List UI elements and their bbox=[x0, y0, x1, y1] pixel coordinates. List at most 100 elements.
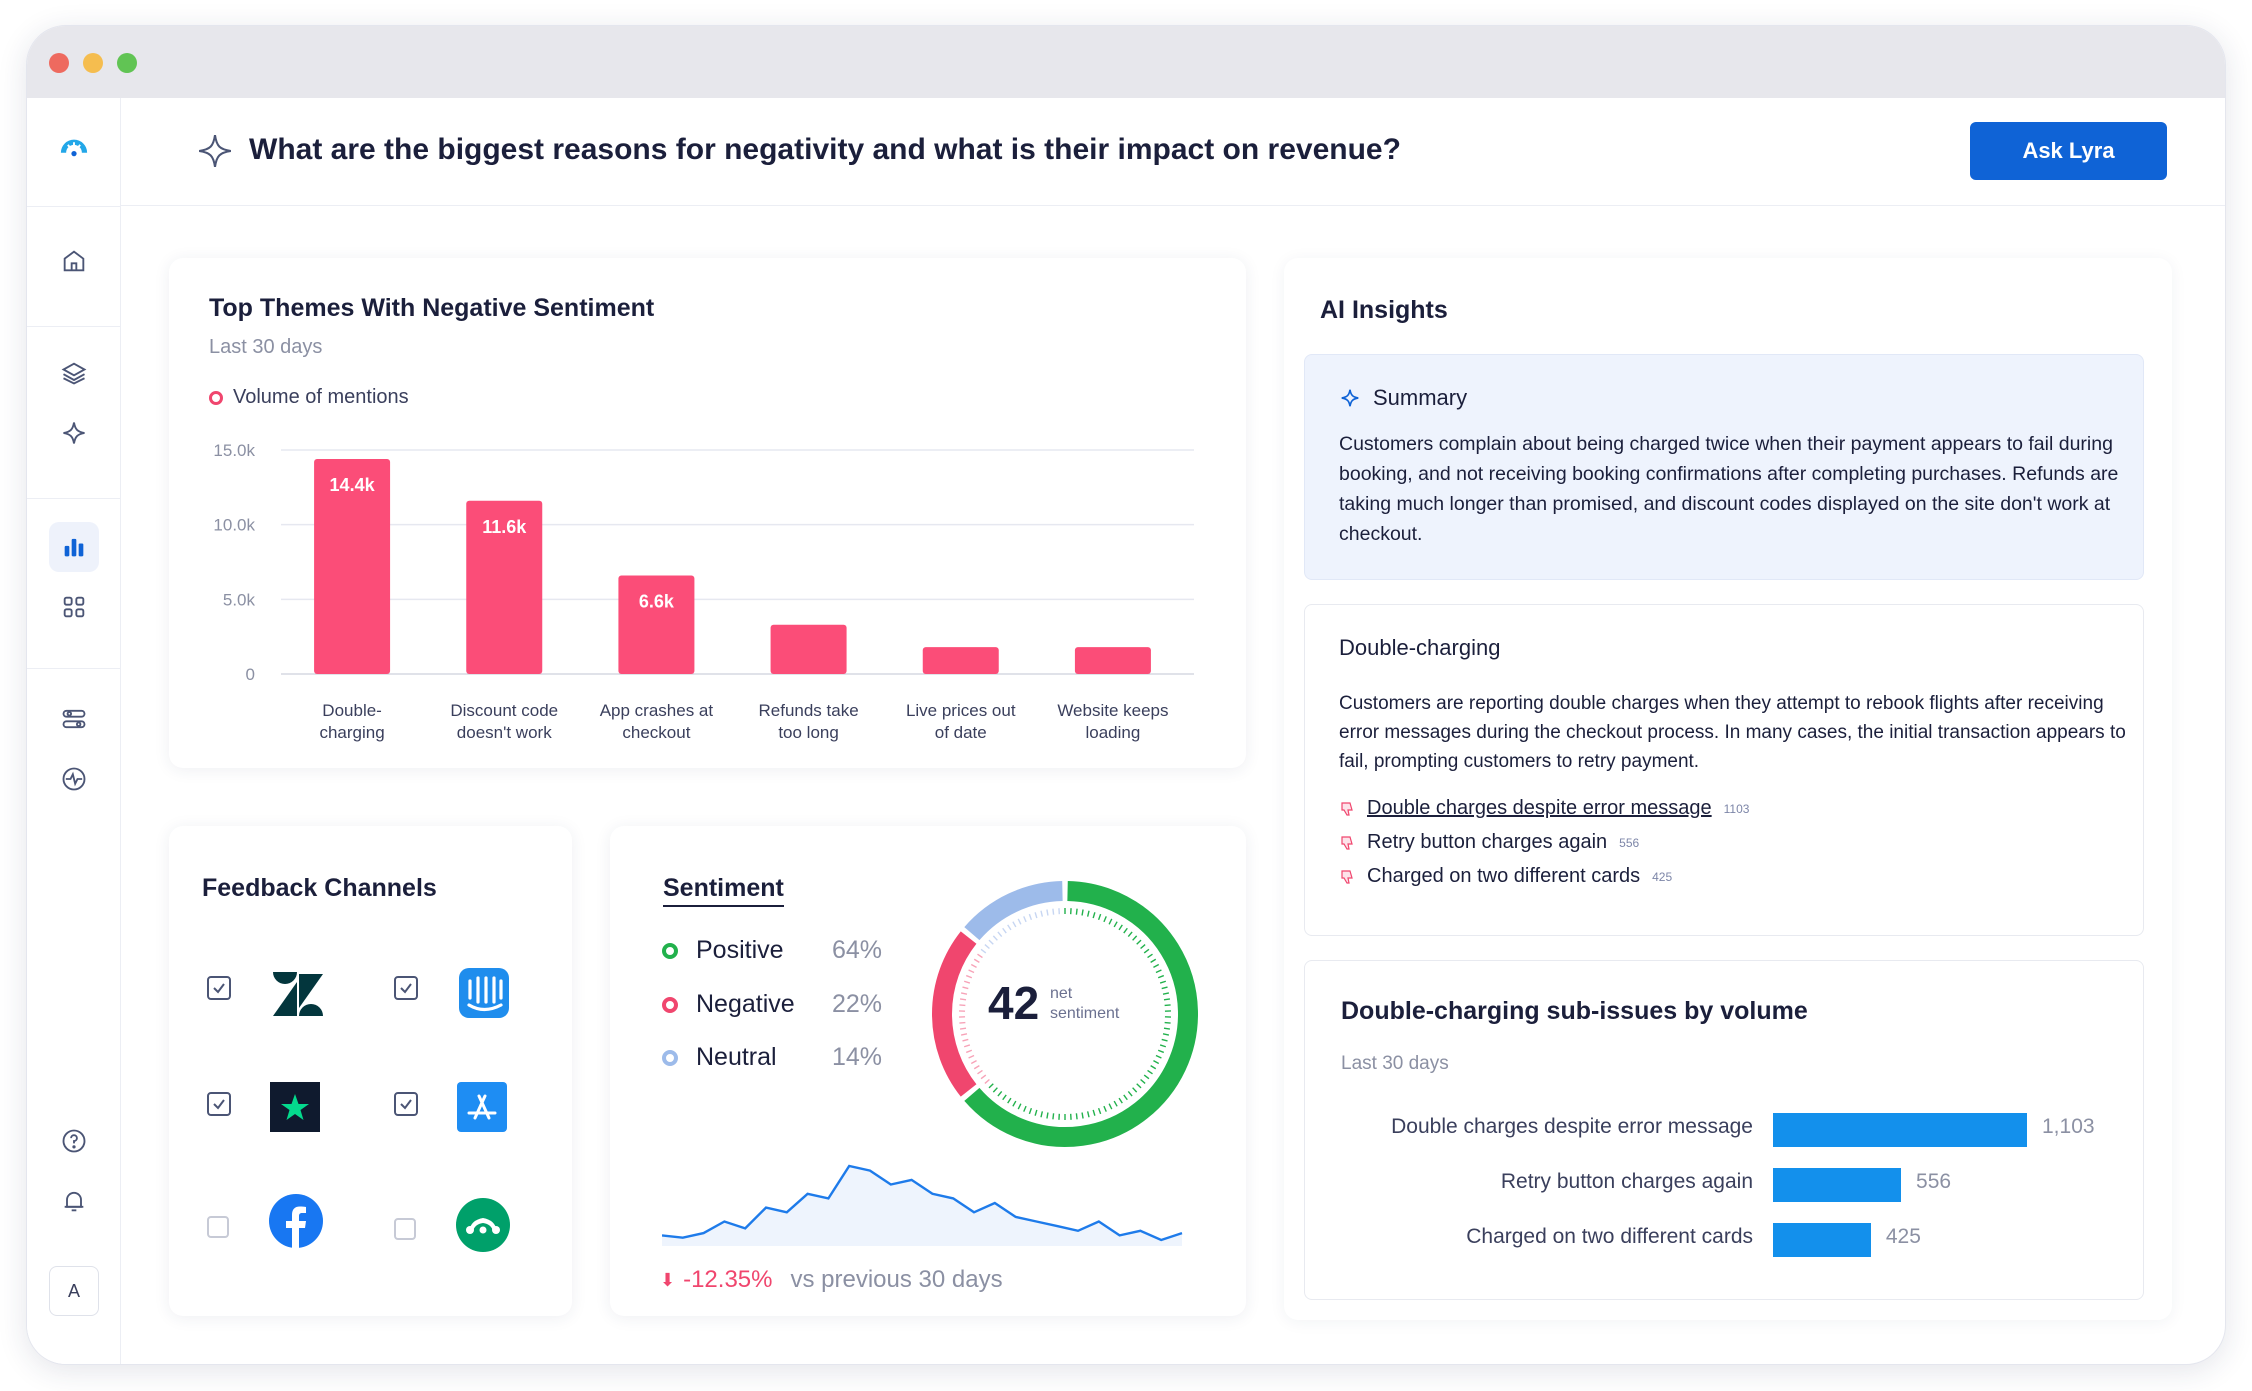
donut-tick bbox=[960, 992, 968, 995]
bar-chart: 0 5.0k 10.0k 15.0k 14.4k Double-charging 11.6k… bbox=[213, 441, 1194, 742]
summary-title: Summary bbox=[1373, 385, 1468, 410]
hbar[interactable] bbox=[1773, 1223, 1871, 1257]
donut-tick bbox=[959, 1004, 966, 1007]
home-icon[interactable] bbox=[49, 236, 99, 286]
sparkle-icon bbox=[199, 135, 231, 167]
sparkle-icon[interactable] bbox=[49, 408, 99, 458]
x-tick-label: checkout bbox=[622, 723, 690, 742]
donut-tick bbox=[1140, 944, 1146, 950]
hbar-value: 425 bbox=[1885, 1225, 1921, 1248]
issue-item[interactable]: Double charges despite error message 110… bbox=[1339, 797, 1749, 820]
filters-icon[interactable] bbox=[49, 694, 99, 744]
donut-tick bbox=[988, 1083, 994, 1089]
zendesk-checkbox[interactable] bbox=[207, 976, 231, 1000]
donut-tick bbox=[968, 969, 975, 974]
donut-tick bbox=[1164, 1021, 1171, 1024]
donut-tick bbox=[1002, 927, 1007, 934]
donut-tick bbox=[1143, 948, 1150, 954]
bar-data-label: 6.6k bbox=[639, 591, 675, 611]
hbar-label: Retry button charges again bbox=[1500, 1170, 1753, 1193]
sentiment-label: Negative bbox=[696, 990, 795, 1018]
donut-tick bbox=[1034, 912, 1038, 919]
analytics-icon[interactable] bbox=[49, 522, 99, 572]
hbar[interactable] bbox=[1773, 1113, 2027, 1147]
donut-tick bbox=[959, 1021, 966, 1024]
donut-tick bbox=[1127, 931, 1133, 938]
donut-tick bbox=[1097, 1107, 1102, 1115]
sidebar: A bbox=[27, 98, 121, 1364]
maximize-window-button[interactable] bbox=[117, 53, 137, 73]
issue-item[interactable]: Charged on two different cards 425 bbox=[1339, 865, 1672, 888]
donut-tick bbox=[1157, 1049, 1165, 1054]
surveymonkey-checkbox[interactable] bbox=[394, 1218, 416, 1240]
donut-tick bbox=[1163, 998, 1171, 1001]
donut-tick bbox=[1046, 909, 1049, 916]
bar[interactable] bbox=[770, 624, 847, 674]
brand-logo-icon[interactable] bbox=[49, 126, 99, 176]
x-tick-label: App crashes at bbox=[600, 701, 714, 720]
donut-tick bbox=[965, 1049, 973, 1054]
issue-item[interactable]: Retry button charges again 556 bbox=[1339, 831, 1639, 854]
donut-tick bbox=[1028, 1107, 1033, 1115]
minimize-window-button[interactable] bbox=[83, 53, 103, 73]
x-tick-label: Live prices out bbox=[906, 701, 1016, 720]
neutral-marker bbox=[662, 1049, 678, 1066]
issue-label[interactable]: Double charges despite error message bbox=[1367, 797, 1712, 819]
thumbs-down-icon bbox=[1341, 869, 1353, 884]
apps-grid-icon[interactable] bbox=[49, 582, 99, 632]
donut-tick bbox=[1164, 1004, 1171, 1007]
close-window-button[interactable] bbox=[49, 53, 69, 73]
donut-tick bbox=[963, 980, 971, 984]
bar[interactable] bbox=[314, 458, 391, 674]
donut-tick bbox=[1017, 1103, 1022, 1110]
issue-label[interactable]: Charged on two different cards bbox=[1367, 865, 1641, 887]
card-title: Sentiment bbox=[663, 874, 784, 907]
chart-legend[interactable]: Volume of mentions bbox=[209, 386, 409, 409]
sentiment-positive: Positive 64% bbox=[662, 936, 882, 965]
bar[interactable] bbox=[1074, 647, 1151, 674]
bar[interactable] bbox=[922, 647, 999, 674]
donut-tick bbox=[1132, 935, 1138, 941]
donut-tick bbox=[1147, 1069, 1153, 1075]
bar-data-label: 14.4k bbox=[330, 475, 376, 495]
user-avatar[interactable]: A bbox=[49, 1266, 99, 1316]
app-store-checkbox[interactable] bbox=[394, 1092, 418, 1116]
activity-icon[interactable] bbox=[49, 754, 99, 804]
donut-tick bbox=[977, 1069, 983, 1075]
donut-tick bbox=[1132, 1087, 1138, 1093]
ask-lyra-button[interactable]: Ask Lyra bbox=[1970, 122, 2167, 180]
donut-tick bbox=[977, 953, 983, 959]
donut-tick bbox=[1023, 1105, 1027, 1112]
x-tick-label: loading bbox=[1086, 723, 1141, 742]
issue-count: 425 bbox=[1652, 869, 1673, 884]
donut-tick bbox=[959, 998, 967, 1001]
donut-tick bbox=[1103, 1105, 1107, 1112]
intercom-checkbox[interactable] bbox=[394, 976, 418, 1000]
notifications-bell-icon[interactable] bbox=[49, 1176, 99, 1226]
donut-tick bbox=[1123, 927, 1128, 934]
donut-tick bbox=[1157, 974, 1165, 979]
help-icon[interactable] bbox=[49, 1116, 99, 1166]
donut-tick bbox=[1081, 909, 1084, 916]
issue-label[interactable]: Retry button charges again bbox=[1367, 831, 1608, 853]
layers-icon[interactable] bbox=[49, 348, 99, 398]
donut-tick bbox=[1052, 908, 1055, 915]
donut-segment-neutral bbox=[964, 881, 1063, 941]
donut-tick bbox=[1007, 1097, 1012, 1104]
donut-tick bbox=[1023, 916, 1027, 923]
sentiment-pct: 64% bbox=[832, 936, 883, 964]
top-bar bbox=[121, 98, 2225, 206]
hbar[interactable] bbox=[1773, 1168, 1902, 1202]
sentiment-neutral: Neutral 14% bbox=[662, 1043, 882, 1072]
donut-tick bbox=[1161, 1038, 1168, 1042]
donut-tick bbox=[1086, 910, 1090, 917]
donut-tick bbox=[1155, 969, 1162, 974]
bar[interactable] bbox=[466, 500, 543, 674]
facebook-checkbox[interactable] bbox=[207, 1216, 229, 1238]
bar[interactable] bbox=[618, 575, 695, 674]
donut-tick bbox=[1153, 1060, 1160, 1065]
trustpilot-checkbox[interactable] bbox=[207, 1092, 231, 1116]
x-tick-label: charging bbox=[319, 723, 384, 742]
y-tick-label: 15.0k bbox=[213, 441, 255, 460]
legend-marker bbox=[209, 390, 223, 405]
